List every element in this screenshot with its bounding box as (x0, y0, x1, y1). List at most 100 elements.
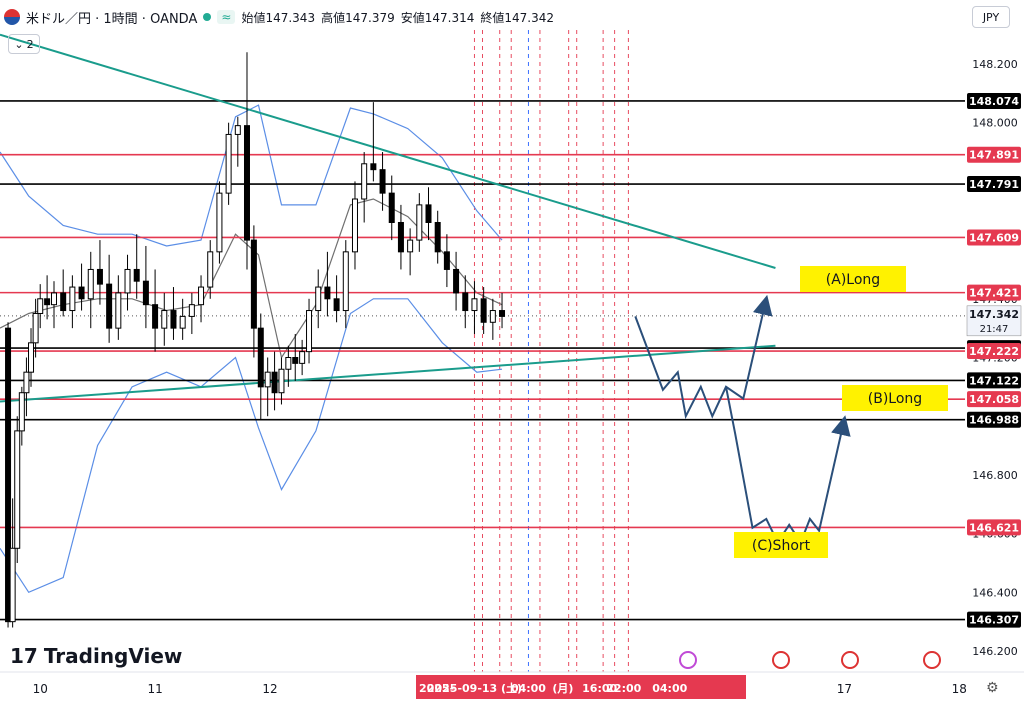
time-highlight-label: (月) (552, 682, 573, 695)
candle-body (388, 192, 395, 223)
candle-body (489, 310, 496, 323)
level-price-label: 146.307 (969, 614, 1019, 627)
time-tick-label: 11 (147, 682, 162, 696)
level-price-label: 147.222 (969, 345, 1019, 358)
candle-body (44, 298, 51, 306)
candle-body (161, 310, 168, 329)
level-price-tag (967, 391, 1021, 408)
candle-body (370, 163, 377, 171)
settings-gear-icon[interactable]: ⚙ (986, 680, 999, 696)
level-price-label: 147.058 (969, 393, 1019, 406)
level-price-tag (967, 92, 1021, 109)
candle-body (115, 292, 122, 329)
level-price-label: 147.791 (969, 178, 1019, 191)
candle-body (96, 268, 103, 285)
economic-event-icon (679, 651, 697, 669)
level-price-tag (967, 229, 1021, 246)
price-tick-label: 148.200 (972, 58, 1018, 71)
candle-body (14, 430, 21, 549)
time-tick-label: 10 (33, 682, 48, 696)
ohlc-close: 終値147.342 (480, 10, 554, 25)
candle-body (216, 192, 223, 253)
candle-body (257, 327, 264, 388)
candle-body (234, 125, 241, 135)
candle-body (243, 125, 250, 241)
candle-body (188, 304, 195, 317)
level-price-tag (967, 411, 1021, 428)
time-tick-label: 18 (952, 682, 967, 696)
candle-body (28, 342, 35, 373)
candle-body (471, 298, 478, 312)
candle-body (87, 268, 94, 300)
price-tick-label: 148.000 (972, 117, 1018, 130)
indicators-toggle[interactable]: ⌄ 2 (8, 34, 40, 54)
candle-body (271, 371, 278, 394)
candle-body (453, 268, 460, 294)
candle-body (69, 286, 76, 312)
candle-body (198, 286, 205, 306)
trendline (0, 33, 776, 269)
usd-jpy-flag-icon (4, 9, 20, 25)
ohlc-high: 高値147.379 (321, 10, 395, 25)
candle-body (32, 312, 39, 344)
candle-body (379, 169, 386, 194)
scenario-path (634, 294, 773, 420)
candle-body (264, 371, 271, 388)
time-highlight-label: 16:00 (582, 682, 617, 695)
level-price-tag (967, 284, 1021, 301)
candle-body (333, 298, 340, 312)
trendline (0, 344, 776, 403)
level-price-tag (967, 519, 1021, 536)
currency-button[interactable]: JPY (972, 6, 1010, 28)
candle-body (142, 280, 149, 306)
level-price-label: 148.074 (969, 95, 1019, 108)
level-price-label: 147.122 (969, 374, 1019, 387)
candle-body (9, 547, 16, 623)
tradingview-logo[interactable]: 17 TradingView (10, 644, 182, 668)
tradingview-logo-icon: 17 (10, 644, 38, 668)
candle-body (480, 298, 487, 323)
time-highlight-band (416, 675, 746, 699)
candle-body (152, 304, 159, 329)
time-highlight-label: 22:00 (606, 682, 641, 695)
candle-body (499, 310, 506, 317)
scenario-label-box (800, 266, 906, 292)
compare-badge[interactable]: ≈ (217, 10, 236, 24)
candle-body (351, 198, 358, 253)
candle-body (37, 298, 44, 314)
candle-body (23, 371, 30, 394)
candle-body (133, 268, 140, 282)
candle-body (361, 163, 368, 200)
current-price-value: 147.342 (969, 308, 1019, 321)
candle-body (306, 310, 313, 353)
candle-body (292, 357, 299, 364)
symbol-title[interactable]: 米ドル／円 · 1時間 · OANDA (26, 11, 198, 27)
level-price-tag (967, 146, 1021, 163)
level-price-label: 147.891 (969, 149, 1019, 162)
candle-body (278, 368, 285, 394)
candle-body (60, 292, 67, 312)
candle-body (285, 357, 292, 370)
candle-body (124, 268, 131, 294)
price-tick-label: 146.400 (972, 586, 1018, 599)
price-tick-label: 146.800 (972, 469, 1018, 482)
scenario-label-box (734, 532, 828, 558)
candle-body (407, 239, 414, 253)
candle-body (50, 292, 57, 306)
economic-event-icon (772, 651, 790, 669)
candle-body (397, 221, 404, 253)
level-price-label: 146.621 (969, 521, 1019, 534)
market-status-icon (203, 13, 212, 21)
candle-body (207, 251, 214, 288)
symbol-header: 米ドル／円 · 1時間 · OANDA ≈ 始値147.343 高値147.37… (4, 6, 554, 28)
candle-body (225, 133, 232, 194)
candle-body (106, 283, 113, 329)
chevron-down-icon: ⌄ (14, 37, 24, 51)
candle-body (462, 292, 469, 312)
candle-body (324, 286, 331, 300)
bollinger-upper-line (0, 104, 503, 247)
ohlc-low: 安値147.314 (400, 10, 475, 25)
candle-body (315, 286, 322, 312)
